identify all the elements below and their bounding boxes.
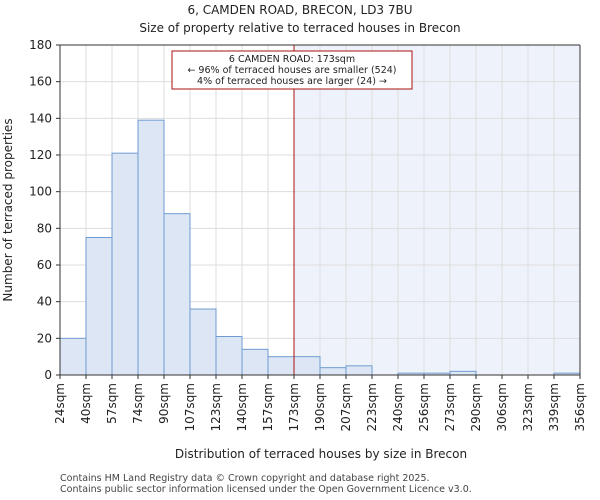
x-tick-label-24sqm: 24sqm: [53, 383, 67, 424]
x-tick-label-57sqm: 57sqm: [105, 383, 119, 424]
y-tick-labels: 0 20 40 60 80 100 120 140 160 180: [29, 38, 60, 382]
chart-title: 6, CAMDEN ROAD, BRECON, LD3 7BU: [187, 3, 412, 17]
footer-line-2: Contains public sector information licen…: [60, 484, 472, 495]
x-tick-label-339sqm: 339sqm: [547, 383, 561, 431]
x-tick-label-107sqm: 107sqm: [183, 383, 197, 431]
x-tick-label-173sqm: 173sqm: [287, 383, 301, 431]
x-tick-label-123sqm: 123sqm: [209, 383, 223, 431]
x-tick-labels: 24sqm 40sqm 57sqm 74sqm 90sqm 107sqm 123sqm 140…: [53, 375, 587, 431]
bar-140sqm: [241, 348, 269, 376]
x-tick-label-323sqm: 323sqm: [521, 383, 535, 431]
y-tick-label-180: 180: [29, 38, 52, 52]
x-tick-label-207sqm: 207sqm: [339, 383, 353, 431]
bar-123sqm: [215, 336, 243, 376]
annotation-frame: [171, 50, 413, 90]
y-tick-label-0: 0: [44, 368, 52, 382]
annotation-line-1: 6 CAMDEN ROAD: 173sqm: [229, 54, 355, 65]
axes: [59, 44, 581, 376]
x-tick-label-74sqm: 74sqm: [131, 383, 145, 424]
bar-74sqm: [137, 119, 165, 376]
x-tick-label-240sqm: 240sqm: [391, 383, 405, 431]
bar-24sqm: [59, 337, 87, 376]
x-tick-label-356sqm: 356sqm: [573, 383, 587, 431]
x-tick-label-256sqm: 256sqm: [417, 383, 431, 431]
x-tick-label-157sqm: 157sqm: [261, 383, 275, 431]
bar-40sqm: [85, 237, 113, 376]
y-tick-label-20: 20: [37, 331, 52, 345]
bar-173sqm: [293, 356, 321, 376]
highlight-region: [294, 45, 580, 375]
x-tick-label-190sqm: 190sqm: [313, 383, 327, 431]
bar-107sqm: [189, 308, 217, 376]
annotation-line-3: 4% of terraced houses are larger (24) →: [197, 76, 387, 87]
chart-subtitle: Size of property relative to terraced ho…: [139, 21, 460, 35]
y-tick-label-60: 60: [37, 258, 52, 272]
bar-90sqm: [163, 213, 191, 376]
y-tick-label-40: 40: [37, 295, 52, 309]
x-tick-label-273sqm: 273sqm: [443, 383, 457, 431]
x-tick-label-306sqm: 306sqm: [495, 383, 509, 431]
x-tick-label-40sqm: 40sqm: [79, 383, 93, 424]
y-tick-label-120: 120: [29, 148, 52, 162]
annotation-line-2: ← 96% of terraced houses are smaller (52…: [187, 65, 396, 76]
y-tick-label-100: 100: [29, 185, 52, 199]
y-tick-label-160: 160: [29, 75, 52, 89]
bar-273sqm: [449, 370, 477, 376]
y-axis-label: Number of terraced properties: [1, 118, 15, 301]
x-tick-label-223sqm: 223sqm: [365, 383, 379, 431]
x-tick-label-90sqm: 90sqm: [157, 383, 171, 424]
bar-190sqm: [319, 367, 347, 376]
x-axis-label: Distribution of terraced houses by size …: [175, 447, 467, 461]
annotation-box: 6 CAMDEN ROAD: 173sqm ← 96% of terraced …: [171, 50, 413, 90]
bar-207sqm: [345, 365, 373, 376]
y-tick-label-140: 140: [29, 111, 52, 125]
bars: [59, 119, 581, 376]
y-tick-label-80: 80: [37, 221, 52, 235]
x-tick-label-140sqm: 140sqm: [235, 383, 249, 431]
x-tick-label-290sqm: 290sqm: [469, 383, 483, 431]
bar-157sqm: [267, 356, 295, 376]
bar-57sqm: [111, 152, 139, 376]
footer-line-1: Contains HM Land Registry data © Crown c…: [60, 473, 430, 484]
